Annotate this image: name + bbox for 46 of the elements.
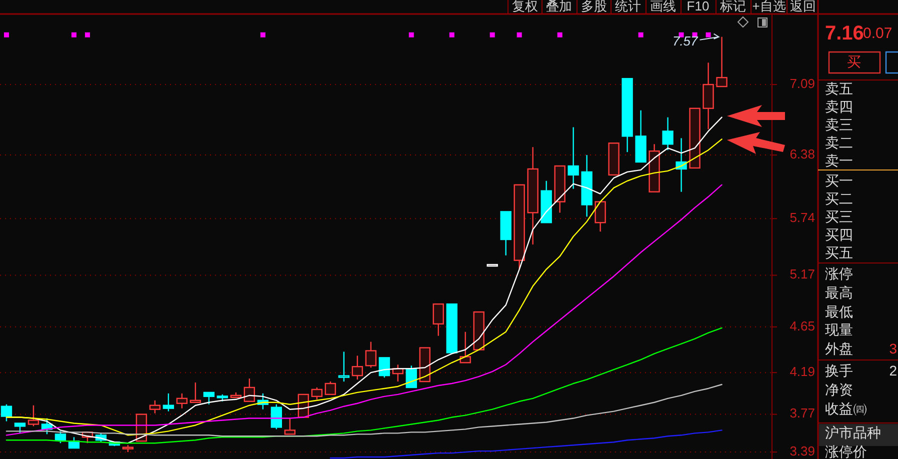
note: 7.57 bbox=[672, 33, 720, 48]
text: 叠加 bbox=[546, 0, 572, 14]
text: 卖二 bbox=[825, 134, 853, 151]
y-tick-label: 3.39 bbox=[790, 443, 815, 458]
y-tick-label: 3.77 bbox=[790, 406, 815, 421]
line-series bbox=[330, 430, 722, 459]
text: 现量 bbox=[825, 322, 853, 338]
y-tick-label: 5.17 bbox=[790, 266, 815, 282]
text: 涨停价 bbox=[825, 444, 867, 459]
text: 买三 bbox=[825, 208, 853, 225]
text: 最低 bbox=[825, 304, 853, 320]
text: F10 bbox=[686, 0, 710, 14]
text: +自选 bbox=[752, 0, 786, 14]
text: 买二 bbox=[825, 190, 853, 207]
y-tick-label: 7.09 bbox=[790, 76, 815, 91]
text: 卖三 bbox=[825, 116, 853, 133]
line-series bbox=[6, 184, 722, 436]
y-tick-label: 4.19 bbox=[790, 364, 815, 380]
y-tick-label: 4.65 bbox=[790, 318, 815, 334]
y-tick-label: 6.38 bbox=[790, 146, 815, 162]
text: 多股 bbox=[581, 0, 607, 14]
text: 换手 bbox=[825, 362, 853, 379]
text: 外盘 bbox=[825, 340, 853, 357]
text: 复权 bbox=[512, 0, 538, 14]
text: 画线 bbox=[650, 0, 676, 14]
text: 标记 bbox=[719, 0, 746, 14]
text: 7.16 bbox=[825, 22, 864, 44]
line-series bbox=[6, 384, 722, 437]
annotation: 7.57 bbox=[672, 33, 699, 48]
text: 0.07 bbox=[863, 24, 892, 42]
text: 卖四 bbox=[825, 98, 853, 115]
text: 买 bbox=[847, 54, 861, 70]
text: 卖五 bbox=[825, 80, 853, 97]
text: 涨停 bbox=[825, 266, 853, 282]
text: 买五 bbox=[825, 244, 853, 261]
text: 买一 bbox=[825, 172, 853, 189]
y-tick-label: 5.74 bbox=[790, 210, 815, 226]
text: 买四 bbox=[825, 226, 853, 243]
text: 最高 bbox=[825, 284, 853, 301]
text: 返回 bbox=[790, 0, 816, 14]
text: 3 bbox=[889, 340, 898, 357]
text: 收益㈣ bbox=[825, 400, 867, 417]
text: 卖一 bbox=[825, 152, 853, 169]
text: 沪市品种 bbox=[825, 424, 881, 441]
text: 2 bbox=[889, 362, 898, 379]
text: 净资 bbox=[825, 382, 853, 398]
